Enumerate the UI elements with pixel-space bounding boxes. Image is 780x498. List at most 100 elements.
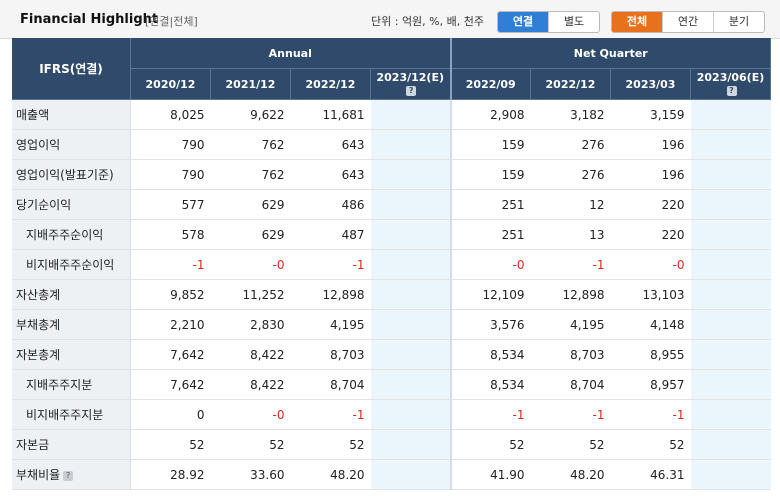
- table-cell: [690, 429, 771, 460]
- table-cell: -1: [530, 249, 611, 280]
- table-cell: 41.90: [449, 459, 531, 490]
- table-cell: -0: [449, 249, 531, 280]
- row-label[interactable]: 영업이익(발표기준): [12, 159, 131, 190]
- row-label-text: 영업이익: [16, 138, 61, 152]
- row-header-label: IFRS(연결): [12, 38, 131, 100]
- tab-consolidated[interactable]: 연결: [498, 12, 549, 32]
- table-cell: -1: [610, 399, 691, 430]
- table-cell: -1: [530, 399, 611, 430]
- table-cell: [370, 249, 451, 280]
- col-annual: 2020/12: [130, 68, 211, 100]
- table-cell: 276: [530, 159, 611, 190]
- table-cell: 52: [449, 429, 531, 460]
- row-label[interactable]: 비지배주주순이익: [12, 249, 131, 280]
- table-cell: 8,534: [449, 369, 531, 400]
- row-label-text: 지배주주지분: [26, 378, 93, 392]
- table-cell: 8,703: [290, 339, 371, 370]
- table-cell: 220: [610, 189, 691, 220]
- table-cell: 762: [210, 129, 291, 160]
- tab-all[interactable]: 전체: [612, 12, 663, 32]
- table-cell: [370, 99, 451, 130]
- table-cell: 762: [210, 159, 291, 190]
- table-cell: 13,103: [610, 279, 691, 310]
- group-quarter: Net Quarter: [449, 38, 771, 69]
- table-cell: [370, 309, 451, 340]
- table-cell: [370, 189, 451, 220]
- table-cell: [690, 279, 771, 310]
- tab-separate[interactable]: 별도: [563, 15, 585, 28]
- col-annual-estimate: 2023/12(E)?: [370, 68, 451, 100]
- table-cell: 0: [130, 399, 211, 430]
- row-label[interactable]: 지배주주지분: [12, 369, 131, 400]
- row-label-text: 비지배주주지분: [26, 408, 104, 422]
- row-label-text: 비지배주주순이익: [26, 258, 115, 272]
- help-icon[interactable]: ?: [726, 86, 737, 96]
- table-cell: 643: [290, 129, 371, 160]
- table-cell: 578: [130, 219, 211, 250]
- table-cell: 159: [449, 159, 531, 190]
- table-cell: 7,642: [130, 369, 211, 400]
- page-title: Financial Highlight: [20, 12, 159, 27]
- row-label[interactable]: 영업이익: [12, 129, 131, 160]
- table-cell: [690, 249, 771, 280]
- table-cell: -1: [449, 399, 531, 430]
- table-cell: [690, 459, 771, 490]
- table-cell: 11,252: [210, 279, 291, 310]
- row-label-text: 부채비율: [16, 468, 61, 482]
- table-row: 매출액 8,025 9,622 11,681 2,908 3,182 3,159: [12, 99, 771, 130]
- table-cell: 196: [610, 129, 691, 160]
- table-cell: 4,195: [530, 309, 611, 340]
- table-row: 자본총계 7,642 8,422 8,703 8,534 8,703 8,955: [12, 339, 771, 370]
- table-cell: [370, 279, 451, 310]
- table-cell: 8,703: [530, 339, 611, 370]
- table-cell: 12,898: [290, 279, 371, 310]
- help-icon[interactable]: ?: [63, 470, 74, 481]
- table-cell: [690, 399, 771, 430]
- row-label[interactable]: 자본총계: [12, 339, 131, 370]
- row-label-text: 매출액: [16, 108, 50, 122]
- row-label[interactable]: 부채총계: [12, 309, 131, 340]
- table-cell: 251: [449, 219, 531, 250]
- table-cell: 196: [610, 159, 691, 190]
- table-cell: 52: [610, 429, 691, 460]
- table-cell: [690, 159, 771, 190]
- row-label[interactable]: 자산총계: [12, 279, 131, 310]
- table-cell: 159: [449, 129, 531, 160]
- table-cell: 46.31: [610, 459, 691, 490]
- row-label[interactable]: 자본금: [12, 429, 131, 460]
- page-subtitle: [연결|전체]: [145, 15, 198, 28]
- table-cell: 8,955: [610, 339, 691, 370]
- row-label[interactable]: 부채비율?: [12, 459, 131, 490]
- col-annual: 2022/12: [290, 68, 371, 100]
- table-cell: 276: [530, 129, 611, 160]
- consolidation-toggle: 연결 별도: [497, 11, 600, 33]
- row-label[interactable]: 지배주주순이익: [12, 219, 131, 250]
- financial-table: IFRS(연결) Annual Net Quarter 2020/12 2021…: [12, 38, 771, 490]
- row-label[interactable]: 비지배주주지분: [12, 399, 131, 430]
- table-row: 부채총계 2,210 2,830 4,195 3,576 4,195 4,148: [12, 309, 771, 340]
- table-cell: 12,898: [530, 279, 611, 310]
- table-cell: 13: [530, 219, 611, 250]
- table-cell: 52: [290, 429, 371, 460]
- tab-annual[interactable]: 연간: [663, 12, 714, 32]
- table-cell: [370, 129, 451, 160]
- table-cell: 790: [130, 159, 211, 190]
- table-cell: 251: [449, 189, 531, 220]
- table-row: 비지배주주순이익 -1 -0 -1 -0 -1 -0: [12, 249, 771, 280]
- table-cell: -0: [210, 249, 291, 280]
- col-quarter-estimate: 2023/06(E)?: [690, 68, 771, 100]
- help-icon[interactable]: ?: [406, 86, 417, 96]
- col-label: 2023/06(E): [696, 71, 765, 84]
- tab-quarterly[interactable]: 분기: [728, 15, 750, 28]
- row-label-text: 자산총계: [16, 288, 61, 302]
- table-cell: 2,908: [449, 99, 531, 130]
- row-label[interactable]: 매출액: [12, 99, 131, 130]
- table-cell: [370, 219, 451, 250]
- table-cell: 629: [210, 219, 291, 250]
- table-cell: 33.60: [210, 459, 291, 490]
- row-label[interactable]: 당기순이익: [12, 189, 131, 220]
- table-cell: [690, 129, 771, 160]
- table-cell: 220: [610, 219, 691, 250]
- table-cell: [690, 219, 771, 250]
- period-toggle: 전체 연간 분기: [611, 11, 765, 33]
